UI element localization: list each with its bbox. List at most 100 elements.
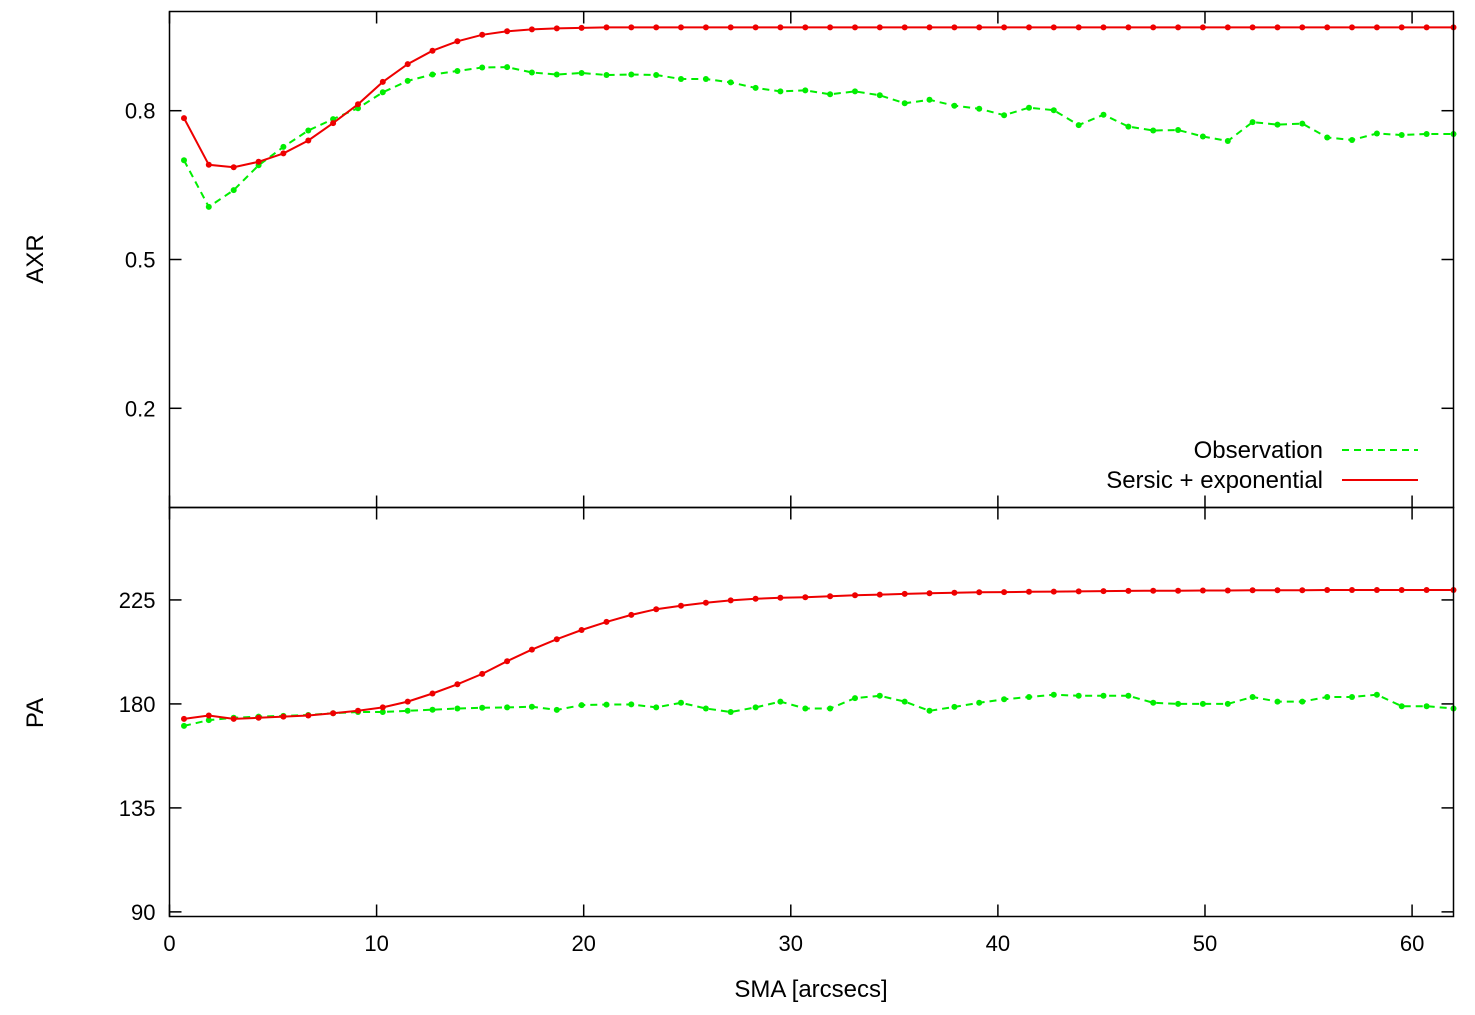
axr-series-layer xyxy=(181,24,1457,210)
pa-model-point xyxy=(578,627,585,633)
axr-observation-point xyxy=(628,71,635,78)
legend: Observation Sersic + exponential xyxy=(1106,437,1418,494)
pa-observation-point xyxy=(1199,700,1206,707)
pa-model-point xyxy=(678,602,684,609)
pa-observation-point xyxy=(1075,692,1082,699)
pa-observation-point xyxy=(702,705,709,712)
pa-model-point xyxy=(1125,587,1132,594)
axr-observation-point xyxy=(1125,123,1132,130)
axr-observation-point xyxy=(1224,138,1231,144)
axr-observation-point xyxy=(528,69,535,76)
axr-observation-point xyxy=(1100,111,1107,118)
axr-model-point xyxy=(1075,24,1082,31)
axr-model-point xyxy=(702,24,709,31)
axr-observation-point xyxy=(1349,137,1355,143)
axr-observation-point xyxy=(1398,132,1405,138)
axr-observation-point xyxy=(827,91,834,98)
axr-model-point xyxy=(777,24,784,31)
axr-yticks: 0.2 0.5 0.8 xyxy=(125,11,1454,508)
axr-observation-point xyxy=(1150,127,1157,134)
pa-observation-point xyxy=(205,717,212,724)
axr-model-point xyxy=(1100,24,1107,31)
legend-label-observation: Observation xyxy=(1194,437,1323,464)
pa-model-point xyxy=(727,597,734,604)
pa-observation-point xyxy=(678,699,684,706)
pa-model-point xyxy=(1299,587,1306,594)
pa-model-point xyxy=(429,690,436,697)
pa-yticks: 90 135 180 225 xyxy=(119,507,1454,925)
pa-observation-line xyxy=(183,693,1454,727)
axr-model-point xyxy=(528,26,535,33)
pa-observation-point xyxy=(1100,692,1107,699)
pa-model-point xyxy=(1026,588,1032,595)
axr-observation-point xyxy=(852,88,858,95)
pa-model-point xyxy=(1349,587,1355,593)
axr-model-point xyxy=(1398,24,1405,31)
axr-model-point xyxy=(1026,24,1032,31)
axr-observation-point xyxy=(454,68,461,74)
pa-observation-point xyxy=(777,698,784,705)
pa-model-point xyxy=(628,611,635,618)
pa-observation-point xyxy=(1150,699,1157,706)
axr-observation-point xyxy=(504,64,511,71)
axr-model-point xyxy=(876,24,883,31)
pa-model-point xyxy=(653,606,660,613)
axr-model-point xyxy=(653,24,660,31)
pa-model-point xyxy=(802,594,809,601)
pa-observation-point xyxy=(1274,698,1281,705)
axr-model-point xyxy=(1324,24,1331,31)
pa-model-point xyxy=(181,715,187,722)
axr-observation-point xyxy=(429,71,436,78)
xtick-label: 50 xyxy=(1193,931,1217,956)
axr-model-point xyxy=(1001,24,1008,31)
pa-observation-point xyxy=(1224,700,1231,707)
pa-observation-point xyxy=(1050,691,1057,698)
pa-observation-point xyxy=(181,722,187,729)
axr-observation-point xyxy=(976,105,983,112)
pa-observation-point xyxy=(876,692,883,699)
axr-model-point xyxy=(479,31,486,38)
pa-model-point xyxy=(827,593,834,600)
axr-model-point xyxy=(976,24,983,31)
axr-observation-line xyxy=(183,66,1454,209)
axr-observation-point xyxy=(1299,120,1306,127)
pa-model-point xyxy=(852,592,858,599)
pa-observation-point xyxy=(827,705,834,712)
pa-model-point xyxy=(702,599,709,606)
axr-observation-point xyxy=(752,84,759,91)
pa-observation-point xyxy=(1125,692,1132,699)
pa-observation-point xyxy=(1324,694,1331,700)
axr-observation-point xyxy=(1001,112,1008,119)
pa-frame xyxy=(168,506,1455,918)
pa-observation-point xyxy=(1299,698,1306,705)
axr-observation-point xyxy=(901,100,908,107)
pa-model-point xyxy=(603,618,610,625)
pa-model-point xyxy=(404,698,411,705)
axr-observation-point xyxy=(230,187,237,194)
pa-observation-point xyxy=(504,704,511,711)
pa-model-point xyxy=(1001,589,1008,596)
axr-model-point xyxy=(802,24,809,31)
axr-model-point xyxy=(1423,24,1430,31)
axr-model-line xyxy=(183,26,1454,169)
pa-model-point xyxy=(1398,587,1405,593)
pa-observation-point xyxy=(1026,694,1032,700)
pa-observation-point xyxy=(1001,696,1008,703)
axr-observation-point xyxy=(702,76,709,82)
axr-observation-point xyxy=(205,203,212,210)
pa-ylabel: PA xyxy=(22,698,49,728)
pa-model-point xyxy=(454,681,461,688)
pa-observation-point xyxy=(454,705,461,712)
axr-model-point xyxy=(454,38,461,45)
pa-model-point xyxy=(1373,587,1380,593)
axr-observation-point xyxy=(1075,122,1082,129)
legend-label-model: Sersic + exponential xyxy=(1106,467,1323,494)
pa-model-point xyxy=(1075,588,1082,595)
axr-model-point xyxy=(1050,24,1057,31)
axr-observation-point xyxy=(404,77,411,84)
pa-ytick-label: 225 xyxy=(119,588,156,613)
pa-model-point xyxy=(528,646,535,653)
pa-observation-point xyxy=(1249,694,1256,700)
pa-model-point xyxy=(1175,587,1182,594)
pa-model-point xyxy=(876,591,883,598)
